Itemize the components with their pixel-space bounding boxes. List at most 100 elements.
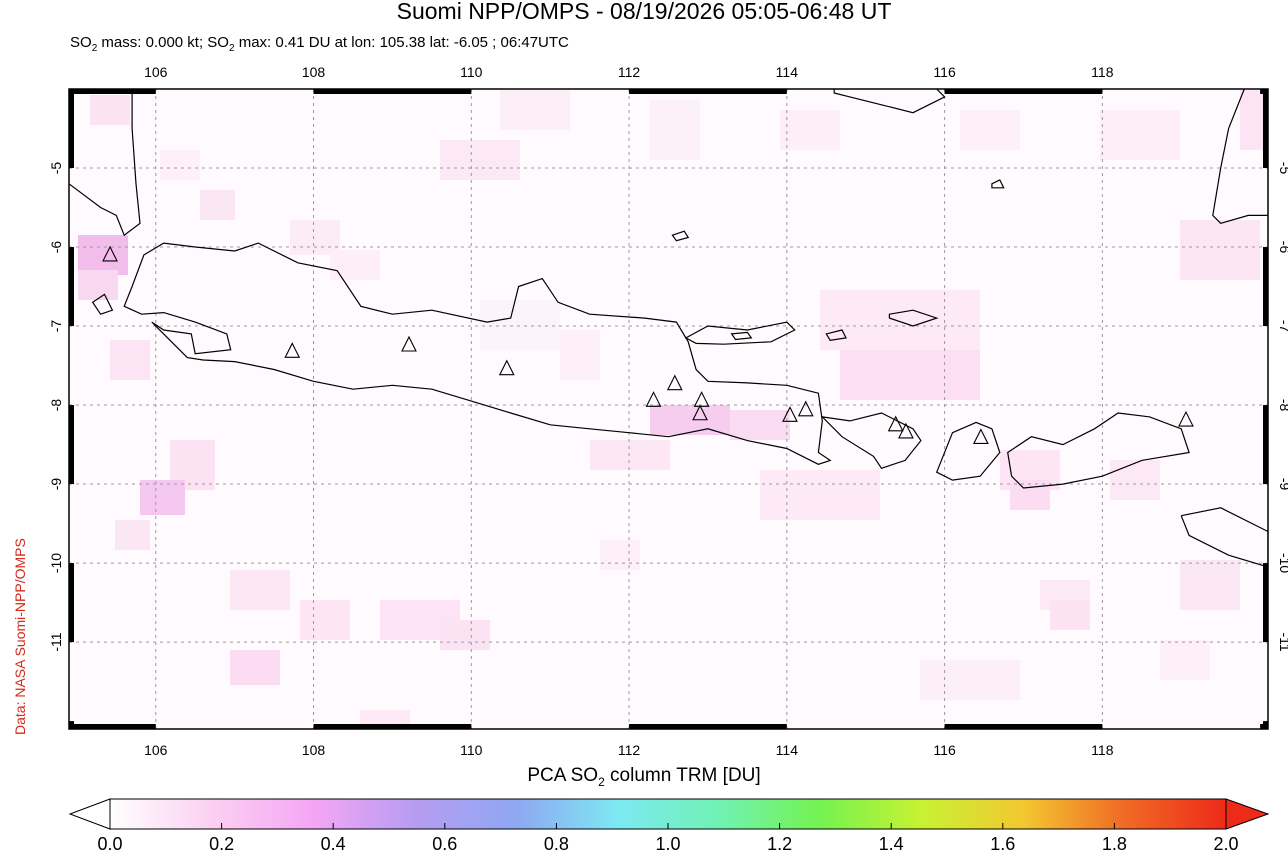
lat-tick-label-right: -8 [1277,399,1288,412]
java-coastline [123,242,832,465]
frame-segment [1263,405,1268,485]
islet-coastline [825,329,847,341]
islet-coastline [730,331,753,341]
so2-pixel [1100,110,1180,160]
subtitle-part1: SO [70,34,92,51]
so2-pixel [140,480,185,515]
so2-pixel [780,110,840,150]
volcano-icon [498,359,515,376]
lat-tick-label-right: -7 [1277,320,1288,333]
volcano-icon [284,342,301,358]
so2-pixel-layer [78,90,1268,729]
subtitle-part2: mass: 0.000 kt; SO [97,34,229,51]
so2-pixel [1180,220,1260,280]
frame-segment [944,89,1103,94]
so2-pixel [480,300,560,350]
sumatra-coastline [69,89,141,237]
frame-segment [1263,89,1268,169]
so2-pixel [1110,460,1160,500]
lat-tick-label-right: -5 [1277,162,1288,175]
so2-pixel [1010,480,1050,510]
colorbar-tick-label: 1.8 [1102,834,1127,854]
so2-pixel [840,350,980,400]
so2-pixel [78,270,118,300]
so2-pixel [1050,600,1090,630]
sumbawa-coastline [1007,412,1190,489]
lon-tick-label-top: 108 [302,64,326,80]
frame-segment [1263,247,1268,327]
volcano-icon [693,391,710,407]
lat-tick-label-left: -9 [48,478,64,491]
lon-tick-label-top: 114 [776,64,799,80]
graticule [69,89,1268,729]
so2-pixel [560,330,600,380]
so2-pixel [730,410,790,440]
volcano-icon [645,391,662,407]
map-title: Suomi NPP/OMPS - 08/19/2026 05:05-06:48 … [396,0,892,24]
subtitle-part3: max: 0.41 DU at lon: 105.38 lat: -6.05 ;… [234,34,569,51]
kangean-coastline [888,309,939,327]
frame-segment [313,724,472,729]
so2-pixel [300,600,350,640]
colorbar-tick-label: 1.2 [767,834,792,854]
so2-pixel [78,235,128,275]
so2-pixel [200,190,235,220]
frame-segment [69,563,74,643]
so2-pixel [650,100,700,160]
madura-coastline [684,321,796,345]
colorbar-tick-label: 1.6 [990,834,1015,854]
frame-segment [69,724,156,729]
colorbar: 0.0 0.2 0.4 0.6 0.8 1.0 1.2 1.4 1.6 1.8 2.0 [68,798,1270,854]
frame-segment [69,405,74,485]
colorbar-tick-label: 2.0 [1213,834,1238,854]
lon-tick-label-bottom: 114 [776,742,799,758]
sumba-coastline [1180,507,1268,568]
frame-segment [69,89,156,94]
so2-pixel [115,520,150,550]
volcano-icon [102,245,118,262]
lon-tick-label-top: 112 [618,64,641,80]
colorbar-tick-label: 0.8 [544,834,569,854]
so2-pixel [820,290,980,350]
islet-coastline [991,179,1005,189]
so2-pixel [600,540,640,570]
lon-tick-label-bottom: 118 [1091,742,1114,758]
colorbar-tick-label: 1.0 [655,834,680,854]
volcano-icon [692,404,708,421]
lon-tick-label-bottom: 106 [144,742,168,758]
panaitan-coastline [91,293,114,315]
colorbar-tick-label: 1.4 [879,834,904,854]
colorbar-label-pre: PCA SO [527,765,599,786]
colorbar-under-arrow [68,798,111,830]
colorbar-over-arrow [1225,798,1270,830]
frame-segment [629,724,787,729]
frame-segment [629,89,787,94]
frame-segment [1263,721,1268,729]
lon-tick-label-top: 118 [1091,64,1114,80]
lon-tick-label-bottom: 112 [618,742,641,758]
lon-tick-label-top: 116 [933,64,956,80]
so2-pixel [230,650,280,685]
frame-segment [1263,563,1268,643]
so2-pixel [440,620,490,650]
sulawesi-coastline [1212,89,1268,224]
borneo-coastline [833,89,946,114]
lon-tick-label-top: 110 [460,64,483,80]
map-frame [68,88,1269,730]
axis-tick-labels: 106 106 108 108 110 110 112 112 114 114 116 116 118 1… [48,64,1288,758]
subtitle-sub2: 2 [228,43,235,54]
subtitle-sub1: 2 [91,43,98,54]
lat-tick-label-left: -10 [48,553,64,573]
so2-pixel [960,110,1020,150]
lon-tick-label-bottom: 116 [933,742,956,758]
so2-pixel [230,570,290,610]
colorbar-tick-label: 0.6 [432,834,457,854]
lombok-coastline [935,421,1001,481]
bali-coastline [820,412,922,470]
lon-tick-label-top: 106 [144,64,168,80]
volcano-icon [1178,410,1194,427]
so2-pixel [330,250,380,280]
coastlines [69,89,1268,568]
lat-tick-label-right: -6 [1277,241,1288,254]
